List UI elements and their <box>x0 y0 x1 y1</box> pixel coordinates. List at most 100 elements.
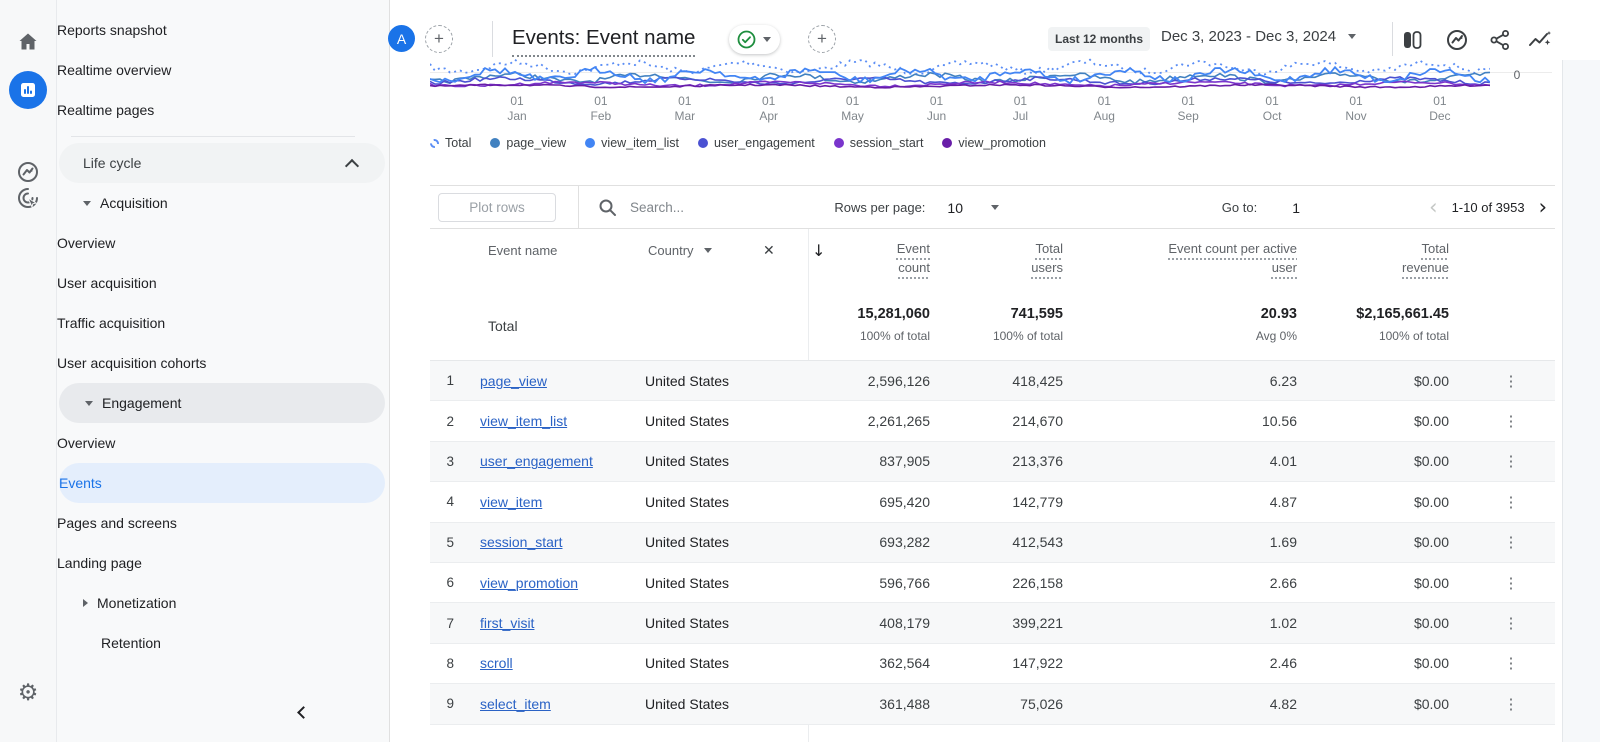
metric-cell: 142,779 <box>1012 493 1063 510</box>
sidebar-item-events[interactable]: Events <box>59 463 385 503</box>
event-name-link[interactable]: session_start <box>480 534 563 551</box>
metric-cell: 10.56 <box>1261 413 1297 430</box>
column-header-total-revenue[interactable]: Total revenue <box>1402 241 1449 275</box>
column-header-event-count-per-active-user[interactable]: Event count per active user <box>1168 241 1297 275</box>
legend-dot-icon <box>833 138 844 148</box>
totals-subtext: 100% of total <box>859 329 930 343</box>
column-header-country[interactable]: Country <box>648 243 712 258</box>
sidebar-item-label: Reports snapshot <box>57 22 167 38</box>
date-range-picker[interactable]: Dec 3, 2023 - Dec 3, 2024 <box>1161 28 1357 45</box>
metric-cell: 418,425 <box>1012 372 1063 389</box>
row-menu-kebab-icon[interactable]: ⋮ <box>1503 493 1519 511</box>
sidebar-collapse-button[interactable] <box>289 698 317 726</box>
column-header-event-count[interactable]: Event count <box>896 241 930 275</box>
share-icon[interactable] <box>1486 26 1514 54</box>
column-header-event-name[interactable]: Event name <box>488 243 558 258</box>
sidebar-item-engagement[interactable]: Engagement <box>59 383 385 423</box>
rows-per-page-value[interactable]: 10 <box>947 199 963 216</box>
sidebar-item-life-cycle[interactable]: Life cycle <box>59 143 385 183</box>
row-menu-kebab-icon[interactable]: ⋮ <box>1503 574 1519 592</box>
sidebar-item-retention[interactable]: Retention <box>57 623 389 663</box>
scrollbar-gutter[interactable] <box>1562 60 1600 742</box>
event-name-link[interactable]: page_view <box>480 372 547 389</box>
advertising-icon[interactable] <box>8 178 48 218</box>
sidebar-item-realtime-pages[interactable]: Realtime pages <box>57 90 389 130</box>
avatar[interactable]: A <box>388 25 415 52</box>
page-title[interactable]: Events: Event name <box>512 26 696 57</box>
explore-report-icon[interactable] <box>1443 26 1471 54</box>
add-comparison-button-left[interactable]: + <box>425 25 453 53</box>
legend-item-page_view[interactable]: page_view <box>490 136 566 150</box>
plot-rows-button[interactable]: Plot rows <box>438 193 556 222</box>
row-menu-kebab-icon[interactable]: ⋮ <box>1503 615 1519 633</box>
row-index: 6 <box>446 575 454 591</box>
table-row-first_visit: 7 first_visit United States 408,179 399,221 1… <box>430 603 1555 644</box>
sort-descending-icon[interactable]: ↓ <box>812 241 826 260</box>
metric-cell: 362,564 <box>879 655 930 672</box>
table-totals-row: Total 15,281,060 100% of total 741,595 100%… <box>430 296 1555 361</box>
metric-cell: $0.00 <box>1413 372 1449 389</box>
row-menu-kebab-icon[interactable]: ⋮ <box>1503 534 1519 552</box>
date-preset-chip[interactable]: Last 12 months <box>1048 27 1151 51</box>
legend-item-total[interactable]: Total <box>430 136 471 150</box>
next-page-icon[interactable]: › <box>1538 195 1547 219</box>
sidebar-item-label: Overview <box>57 435 116 451</box>
report-status-pill[interactable] <box>729 25 780 54</box>
legend-item-user_engagement[interactable]: user_engagement <box>697 136 815 150</box>
chevron-down-icon <box>1348 34 1357 39</box>
sidebar-item-reports-snapshot[interactable]: Reports snapshot <box>57 10 389 50</box>
sidebar-item-monetization[interactable]: Monetization <box>57 583 389 623</box>
row-menu-kebab-icon[interactable]: ⋮ <box>1503 655 1519 673</box>
event-name-link[interactable]: view_item <box>480 493 543 510</box>
event-name-link[interactable]: view_item_list <box>480 413 568 430</box>
caret-right-icon[interactable] <box>83 599 88 607</box>
row-menu-kebab-icon[interactable]: ⋮ <box>1503 453 1519 471</box>
sidebar-item-landing-page[interactable]: Landing page <box>57 543 389 583</box>
event-name-link[interactable]: first_visit <box>480 615 535 632</box>
column-header-total-users[interactable]: Total users <box>1031 241 1063 275</box>
country-cell: United States <box>645 493 730 510</box>
sidebar-item-pages-and-screens[interactable]: Pages and screens <box>57 503 389 543</box>
sidebar-item-label: Pages and screens <box>57 515 177 531</box>
settings-gear-icon[interactable]: ⚙ <box>17 680 39 706</box>
totals-value: 741,595 <box>1010 306 1063 322</box>
rows-per-page: Rows per page: 10 <box>834 186 999 229</box>
chevron-down-icon[interactable] <box>991 205 999 210</box>
legend-item-view_item_list[interactable]: view_item_list <box>585 136 679 150</box>
caret-down-icon[interactable] <box>85 400 93 406</box>
legend-item-session_start[interactable]: session_start <box>833 136 923 150</box>
row-index: 4 <box>446 494 454 510</box>
metric-cell: 4.82 <box>1269 695 1297 712</box>
go-to-value[interactable]: 1 <box>1292 199 1300 216</box>
remove-country-column-icon[interactable]: ✕ <box>763 242 775 258</box>
reports-icon[interactable] <box>8 70 48 110</box>
row-menu-kebab-icon[interactable]: ⋮ <box>1503 372 1519 390</box>
home-icon[interactable] <box>8 22 48 62</box>
row-menu-kebab-icon[interactable]: ⋮ <box>1503 695 1519 713</box>
sidebar-item-user-acquisition-cohorts[interactable]: User acquisition cohorts <box>57 343 389 383</box>
sidebar-item-user-acquisition[interactable]: User acquisition <box>57 263 389 303</box>
x-axis-label-oct: 01 Oct <box>1262 94 1282 123</box>
explore-icon[interactable] <box>8 152 48 192</box>
metric-cell: 4.01 <box>1269 453 1297 470</box>
table-body: 1 page_view United States 2,596,126 418,425 6… <box>430 361 1555 725</box>
previous-page-icon[interactable]: ‹ <box>1429 195 1438 219</box>
sidebar-item-acquisition[interactable]: Acquisition <box>57 183 389 223</box>
row-menu-kebab-icon[interactable]: ⋮ <box>1503 413 1519 431</box>
event-name-link[interactable]: view_promotion <box>480 574 579 591</box>
sidebar-item-overview[interactable]: Overview <box>57 223 389 263</box>
event-name-link[interactable]: scroll <box>480 655 513 672</box>
metric-cell: 75,026 <box>1020 695 1063 712</box>
event-name-link[interactable]: select_item <box>480 695 551 712</box>
insights-icon[interactable] <box>1526 26 1554 54</box>
sidebar-item-overview[interactable]: Overview <box>57 423 389 463</box>
sidebar-item-traffic-acquisition[interactable]: Traffic acquisition <box>57 303 389 343</box>
caret-down-icon[interactable] <box>83 200 91 206</box>
add-report-button[interactable]: + <box>808 25 836 53</box>
sidebar-item-realtime-overview[interactable]: Realtime overview <box>57 50 389 90</box>
event-name-link[interactable]: user_engagement <box>480 453 593 470</box>
comparison-icon[interactable] <box>1398 26 1426 54</box>
country-cell: United States <box>645 695 730 712</box>
table-search[interactable]: Search... <box>598 186 684 229</box>
legend-item-view_promotion[interactable]: view_promotion <box>942 136 1046 150</box>
